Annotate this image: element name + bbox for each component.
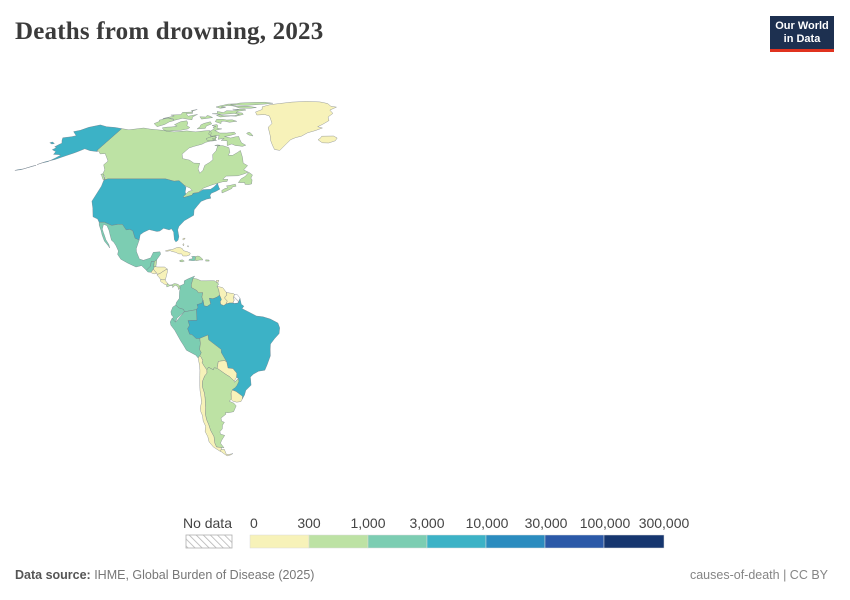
svg-text:300,000: 300,000 <box>639 515 690 531</box>
svg-text:10,000: 10,000 <box>466 515 509 531</box>
svg-text:No data: No data <box>183 515 232 531</box>
svg-text:1,000: 1,000 <box>350 515 385 531</box>
svg-text:0: 0 <box>250 515 258 531</box>
svg-text:3,000: 3,000 <box>409 515 444 531</box>
svg-text:30,000: 30,000 <box>525 515 568 531</box>
svg-text:300: 300 <box>297 515 321 531</box>
svg-text:100,000: 100,000 <box>580 515 631 531</box>
